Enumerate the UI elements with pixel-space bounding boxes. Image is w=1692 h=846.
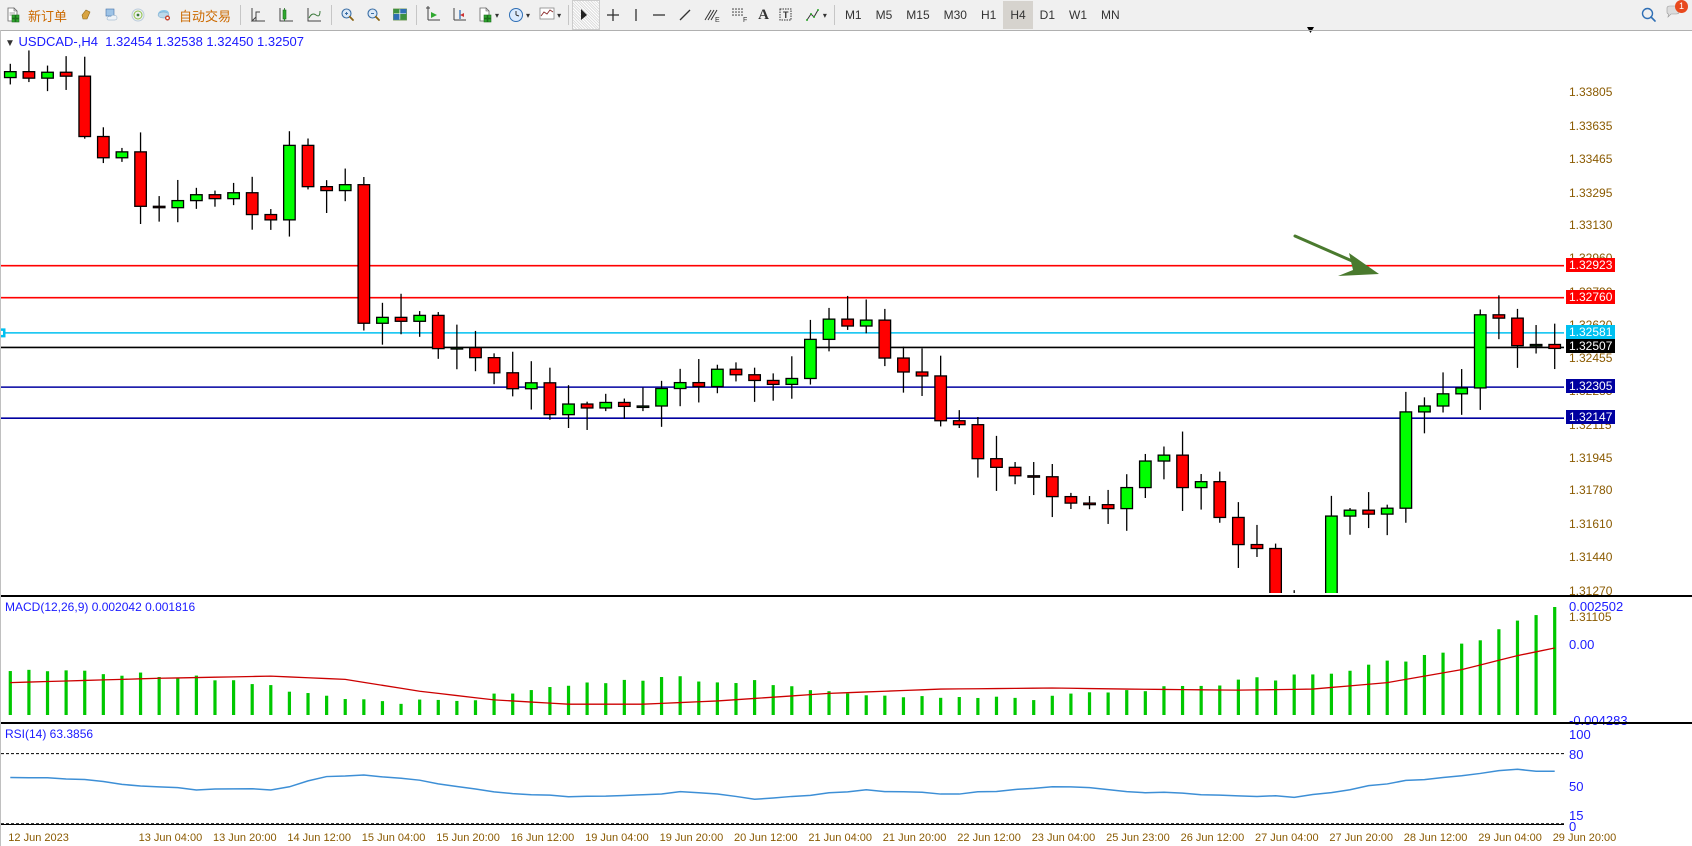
svg-text:T: T xyxy=(783,10,789,20)
svg-text:F: F xyxy=(743,17,747,24)
svg-text:E: E xyxy=(715,17,720,24)
